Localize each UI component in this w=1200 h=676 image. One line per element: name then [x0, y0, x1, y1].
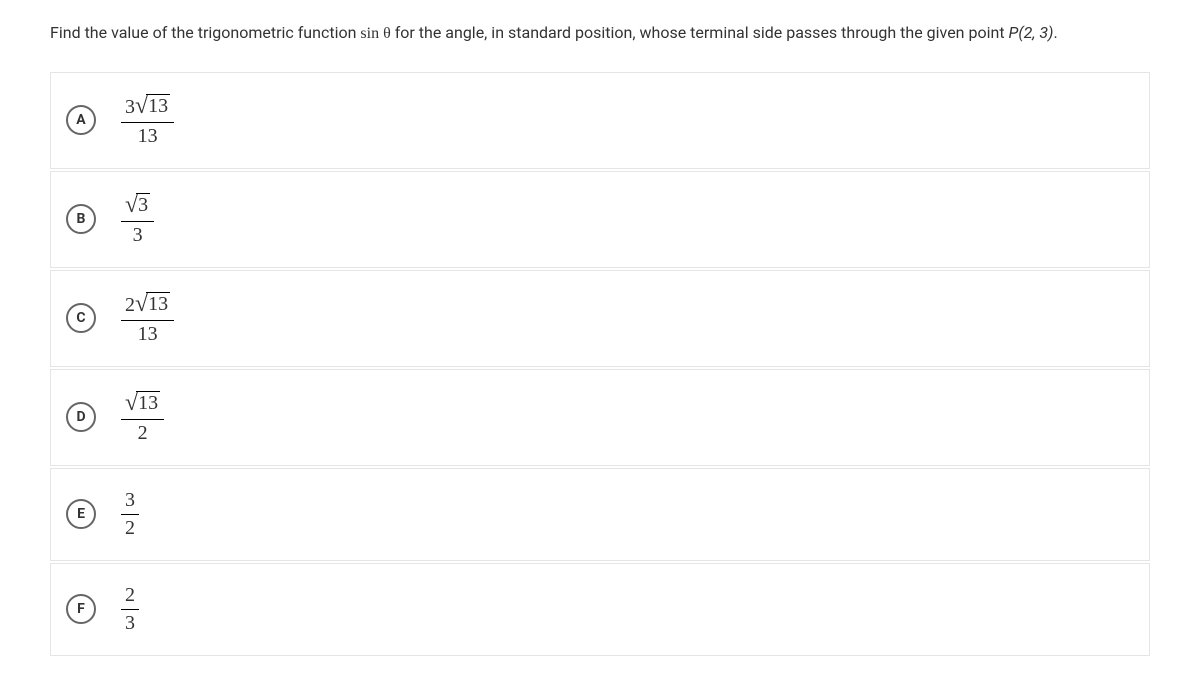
- option-f[interactable]: F 2 3: [50, 563, 1150, 656]
- denominator: 13: [134, 321, 162, 346]
- question-math-symbol: sin θ: [360, 25, 390, 42]
- question-suffix: .: [1053, 23, 1057, 42]
- denominator: 2: [121, 515, 139, 540]
- option-c[interactable]: C 2√13 13: [50, 270, 1150, 367]
- question-middle: for the angle, in standard position, who…: [391, 23, 1009, 42]
- coeff: 3: [125, 96, 135, 118]
- radicand: 13: [136, 391, 160, 415]
- option-formula-c: 2√13 13: [121, 291, 174, 346]
- numerator: 3: [121, 489, 139, 515]
- radicand: 13: [146, 292, 170, 316]
- option-e[interactable]: E 3 2: [50, 468, 1150, 561]
- option-letter-f: F: [66, 594, 96, 624]
- radicand: 3: [136, 193, 150, 217]
- sqrt-icon: √13: [135, 291, 170, 318]
- option-letter-b: B: [66, 204, 96, 234]
- denominator: 13: [134, 123, 162, 148]
- option-letter-d: D: [66, 402, 96, 432]
- option-letter-c: C: [66, 303, 96, 333]
- question-prompt: Find the value of the trigonometric func…: [50, 20, 1150, 47]
- denominator: 3: [121, 610, 139, 635]
- numerator: 2: [121, 584, 139, 610]
- option-a[interactable]: A 3√13 13: [50, 72, 1150, 169]
- sqrt-icon: √13: [135, 93, 170, 120]
- sqrt-icon: √3: [125, 192, 150, 219]
- question-prefix: Find the value of the trigonometric func…: [50, 23, 360, 42]
- option-d[interactable]: D √13 2: [50, 369, 1150, 466]
- sqrt-icon: √13: [125, 390, 160, 417]
- options-container: A 3√13 13 B √3 3 C 2√13: [50, 72, 1150, 656]
- radicand: 13: [146, 94, 170, 118]
- question-point: P(2, 3): [1009, 23, 1054, 42]
- option-formula-a: 3√13 13: [121, 93, 174, 148]
- coeff: 2: [125, 294, 135, 316]
- option-formula-d: √13 2: [121, 390, 164, 445]
- option-formula-f: 2 3: [121, 584, 139, 635]
- option-formula-b: √3 3: [121, 192, 154, 247]
- denominator: 3: [129, 222, 147, 247]
- option-b[interactable]: B √3 3: [50, 171, 1150, 268]
- denominator: 2: [134, 420, 152, 445]
- option-letter-a: A: [66, 105, 96, 135]
- option-letter-e: E: [66, 499, 96, 529]
- option-formula-e: 3 2: [121, 489, 139, 540]
